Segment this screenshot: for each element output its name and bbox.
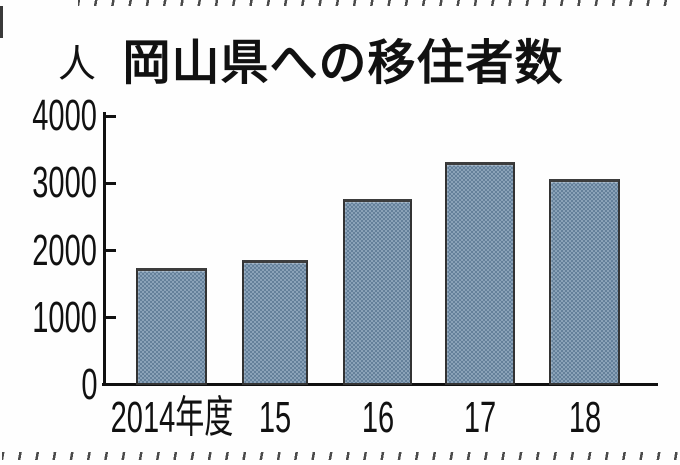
x-tick-label: 2014年度 [110,393,233,442]
x-tick-label: 15 [258,393,292,442]
y-tick-label: 1000 [32,292,97,342]
y-axis-tick [106,249,116,252]
y-axis-tick [106,316,116,320]
y-axis-unit-label: 人 [58,44,97,86]
y-tick-label: 2000 [32,225,97,275]
y-axis-tick [106,114,116,118]
bar-16 [343,198,412,385]
x-tick-label: 16 [361,393,394,442]
bar-18 [549,179,620,385]
bar-17 [445,161,515,385]
x-tick-label: 18 [568,393,601,442]
bar-2014年度 [136,267,207,385]
x-tick-label: 17 [463,393,497,442]
bar-15 [242,259,308,385]
clipping-edge-artifact [0,6,3,38]
y-tick-label: 3000 [32,158,97,208]
y-axis-tick [106,181,116,185]
perforation-top-edge [78,0,680,6]
y-tick-label: 4000 [32,91,97,140]
y-axis-line [103,112,106,386]
y-tick-label: 0 [80,360,97,409]
perforation-bottom-edge [2,452,680,460]
chart-title: 岡山県への移住者数 [122,37,564,91]
